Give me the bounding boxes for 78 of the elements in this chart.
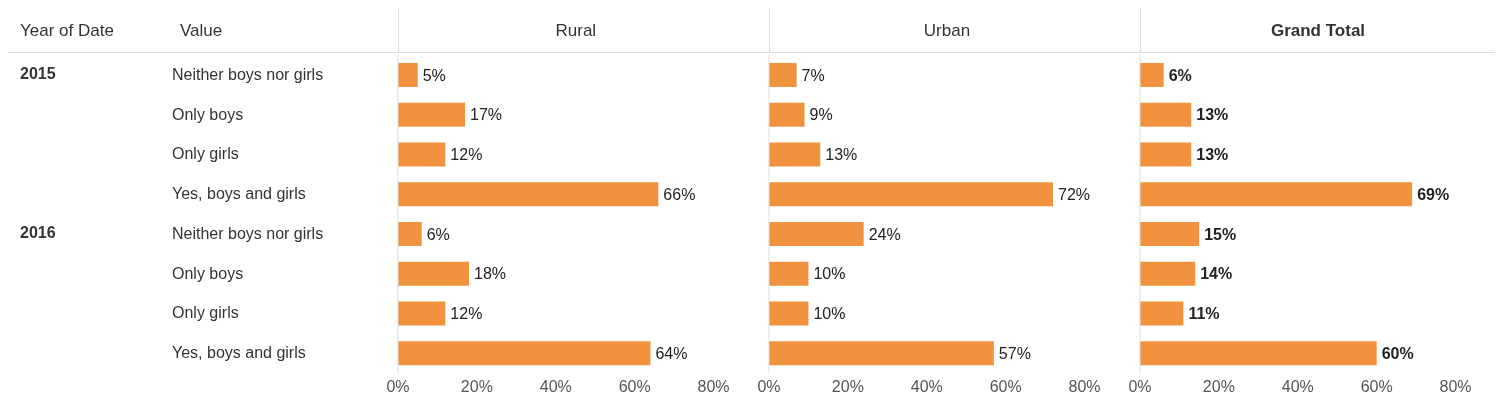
- data-label: 15%: [1204, 225, 1237, 243]
- data-label: 64%: [655, 344, 688, 362]
- data-label: 5%: [422, 66, 446, 84]
- data-label: 72%: [1058, 185, 1091, 203]
- text: Year of Date: [8, 8, 168, 53]
- data-label: 66%: [663, 185, 696, 203]
- y-tick-label: Neither boys nor girls: [172, 224, 324, 242]
- y-tick-label: Yes, boys and girls: [172, 344, 306, 362]
- x-tick-label: 20%: [460, 378, 493, 396]
- bar: [769, 261, 809, 286]
- x-tick-label: 60%: [618, 378, 651, 396]
- bar: [398, 182, 659, 207]
- bar: [769, 142, 821, 167]
- data-label: 10%: [813, 305, 846, 323]
- data-label: 10%: [813, 265, 846, 283]
- bar: [769, 301, 809, 326]
- y-axis-title: Value: [179, 20, 224, 42]
- chart-title: Rural: [397, 8, 753, 52]
- bar: [398, 221, 422, 246]
- bar: [1140, 301, 1184, 326]
- data-label: 13%: [1196, 106, 1229, 124]
- data-label: 12%: [450, 305, 483, 323]
- chart-title: Urban: [768, 8, 1124, 52]
- data-label: 13%: [1196, 146, 1229, 164]
- bar: [769, 62, 797, 87]
- x-tick-label: 60%: [1360, 378, 1393, 396]
- data-label: 57%: [998, 344, 1031, 362]
- bar: [398, 301, 446, 326]
- data-label: 7%: [801, 66, 825, 84]
- data-label: 9%: [809, 106, 833, 124]
- x-tick-label: 80%: [1439, 378, 1472, 396]
- bar: [398, 62, 418, 87]
- bar: [1140, 102, 1192, 127]
- data-label: 13%: [825, 146, 858, 164]
- bar: [1140, 341, 1377, 366]
- bar: [769, 341, 994, 366]
- x-tick-label: 80%: [697, 378, 730, 396]
- bar: [1140, 62, 1164, 87]
- bar: [1140, 182, 1413, 207]
- x-tick-label: 80%: [1068, 378, 1101, 396]
- x-tick-label: 0%: [1128, 378, 1152, 396]
- text: 2016: [20, 223, 56, 242]
- bar: [1140, 142, 1192, 167]
- bar: [769, 182, 1053, 207]
- bar: [398, 261, 469, 286]
- data-label: 69%: [1417, 185, 1450, 203]
- x-tick-label: 20%: [1202, 378, 1235, 396]
- bar: [398, 341, 651, 366]
- data-label: 14%: [1200, 265, 1233, 283]
- x-tick-label: 40%: [910, 378, 943, 396]
- data-label: 17%: [470, 106, 503, 124]
- y-tick-label: Neither boys nor girls: [172, 65, 324, 83]
- chart-title: Grand Total: [1139, 8, 1495, 52]
- x-tick-label: 60%: [989, 378, 1022, 396]
- y-tick-label: Only boys: [172, 264, 244, 282]
- data-label: 24%: [868, 225, 901, 243]
- y-tick-label: Only girls: [172, 145, 239, 163]
- bar: [1140, 261, 1196, 286]
- data-label: 6%: [426, 225, 450, 243]
- x-tick-label: 0%: [757, 378, 781, 396]
- data-label: 18%: [474, 265, 507, 283]
- bar: [398, 142, 446, 167]
- y-tick-label: Yes, boys and girls: [172, 185, 306, 203]
- data-label: 60%: [1381, 344, 1414, 362]
- text: 2015: [20, 64, 56, 83]
- data-label: 11%: [1188, 305, 1220, 323]
- x-tick-label: 40%: [539, 378, 572, 396]
- bar: [769, 221, 864, 246]
- bar: [769, 102, 805, 127]
- x-tick-label: 20%: [831, 378, 864, 396]
- y-tick-label: Only girls: [172, 304, 239, 322]
- data-label: 12%: [450, 146, 483, 164]
- bar: [1140, 221, 1200, 246]
- x-tick-label: 40%: [1281, 378, 1314, 396]
- bar: [398, 102, 466, 127]
- y-tick-label: Only boys: [172, 105, 244, 123]
- x-tick-label: 0%: [386, 378, 410, 396]
- data-label: 6%: [1168, 66, 1192, 84]
